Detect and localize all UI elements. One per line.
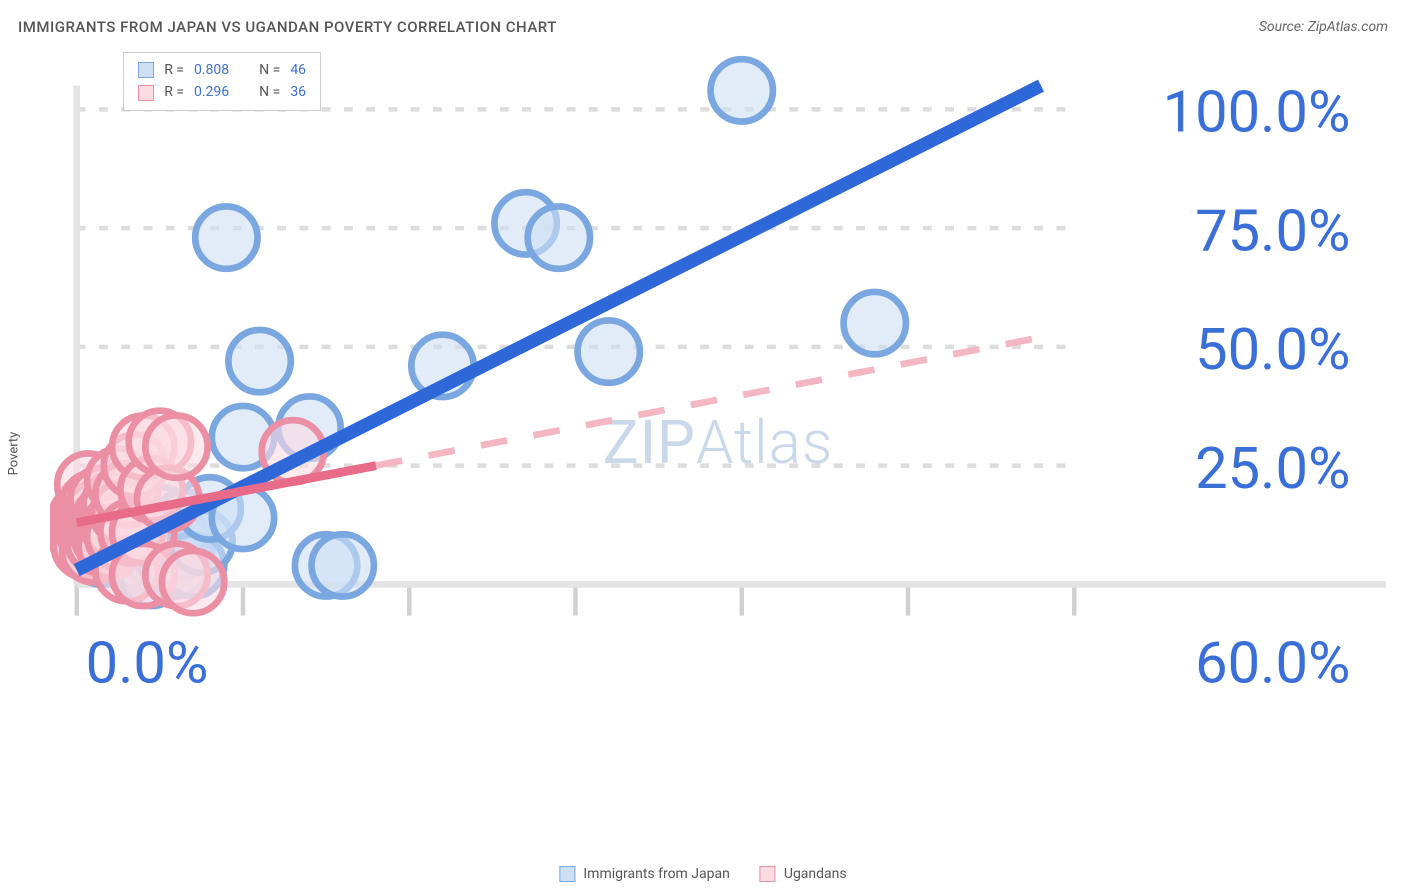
chart-header: IMMIGRANTS FROM JAPAN VS UGANDAN POVERTY… xyxy=(18,18,1388,36)
legend-swatch xyxy=(559,866,575,882)
svg-text:100.0%: 100.0% xyxy=(1163,79,1351,147)
n-label: N = xyxy=(259,59,280,81)
svg-text:50.0%: 50.0% xyxy=(1195,316,1350,384)
legend-swatch xyxy=(760,866,776,882)
scatter-plot: 25.0% 50.0% 75.0% 100.0% 0.0% 60.0% xyxy=(50,50,1386,718)
n-value: 36 xyxy=(290,81,306,103)
legend-swatch xyxy=(138,85,154,101)
r-label: R = xyxy=(164,81,184,103)
chart-title: IMMIGRANTS FROM JAPAN VS UGANDAN POVERTY… xyxy=(18,18,557,36)
svg-text:75.0%: 75.0% xyxy=(1195,197,1350,265)
correlation-legend: R = 0.808 N = 46 R = 0.296 N = 36 xyxy=(123,52,321,111)
legend-row: R = 0.808 N = 46 xyxy=(138,59,306,81)
source-label: Source: ZipAtlas.com xyxy=(1259,19,1388,35)
r-value: 0.296 xyxy=(194,81,229,103)
legend-label: Ugandans xyxy=(784,866,847,882)
legend-label: Immigrants from Japan xyxy=(583,866,729,882)
svg-text:60.0%: 60.0% xyxy=(1195,629,1350,697)
r-value: 0.808 xyxy=(194,59,229,81)
y-axis-label: Poverty xyxy=(7,432,22,476)
chart-container: ZIPAtlas 25.0%50.0%75.0%100.0%0.0%60.0% … xyxy=(50,50,1386,842)
r-label: R = xyxy=(164,59,184,81)
series-legend: Immigrants from Japan Ugandans xyxy=(559,866,846,882)
legend-swatch xyxy=(138,62,154,78)
n-value: 46 xyxy=(290,59,306,81)
legend-item: Ugandans xyxy=(760,866,847,882)
legend-item: Immigrants from Japan xyxy=(559,866,729,882)
legend-row: R = 0.296 N = 36 xyxy=(138,81,306,103)
svg-text:0.0%: 0.0% xyxy=(86,629,209,697)
n-label: N = xyxy=(259,81,280,103)
svg-text:25.0%: 25.0% xyxy=(1195,435,1350,503)
